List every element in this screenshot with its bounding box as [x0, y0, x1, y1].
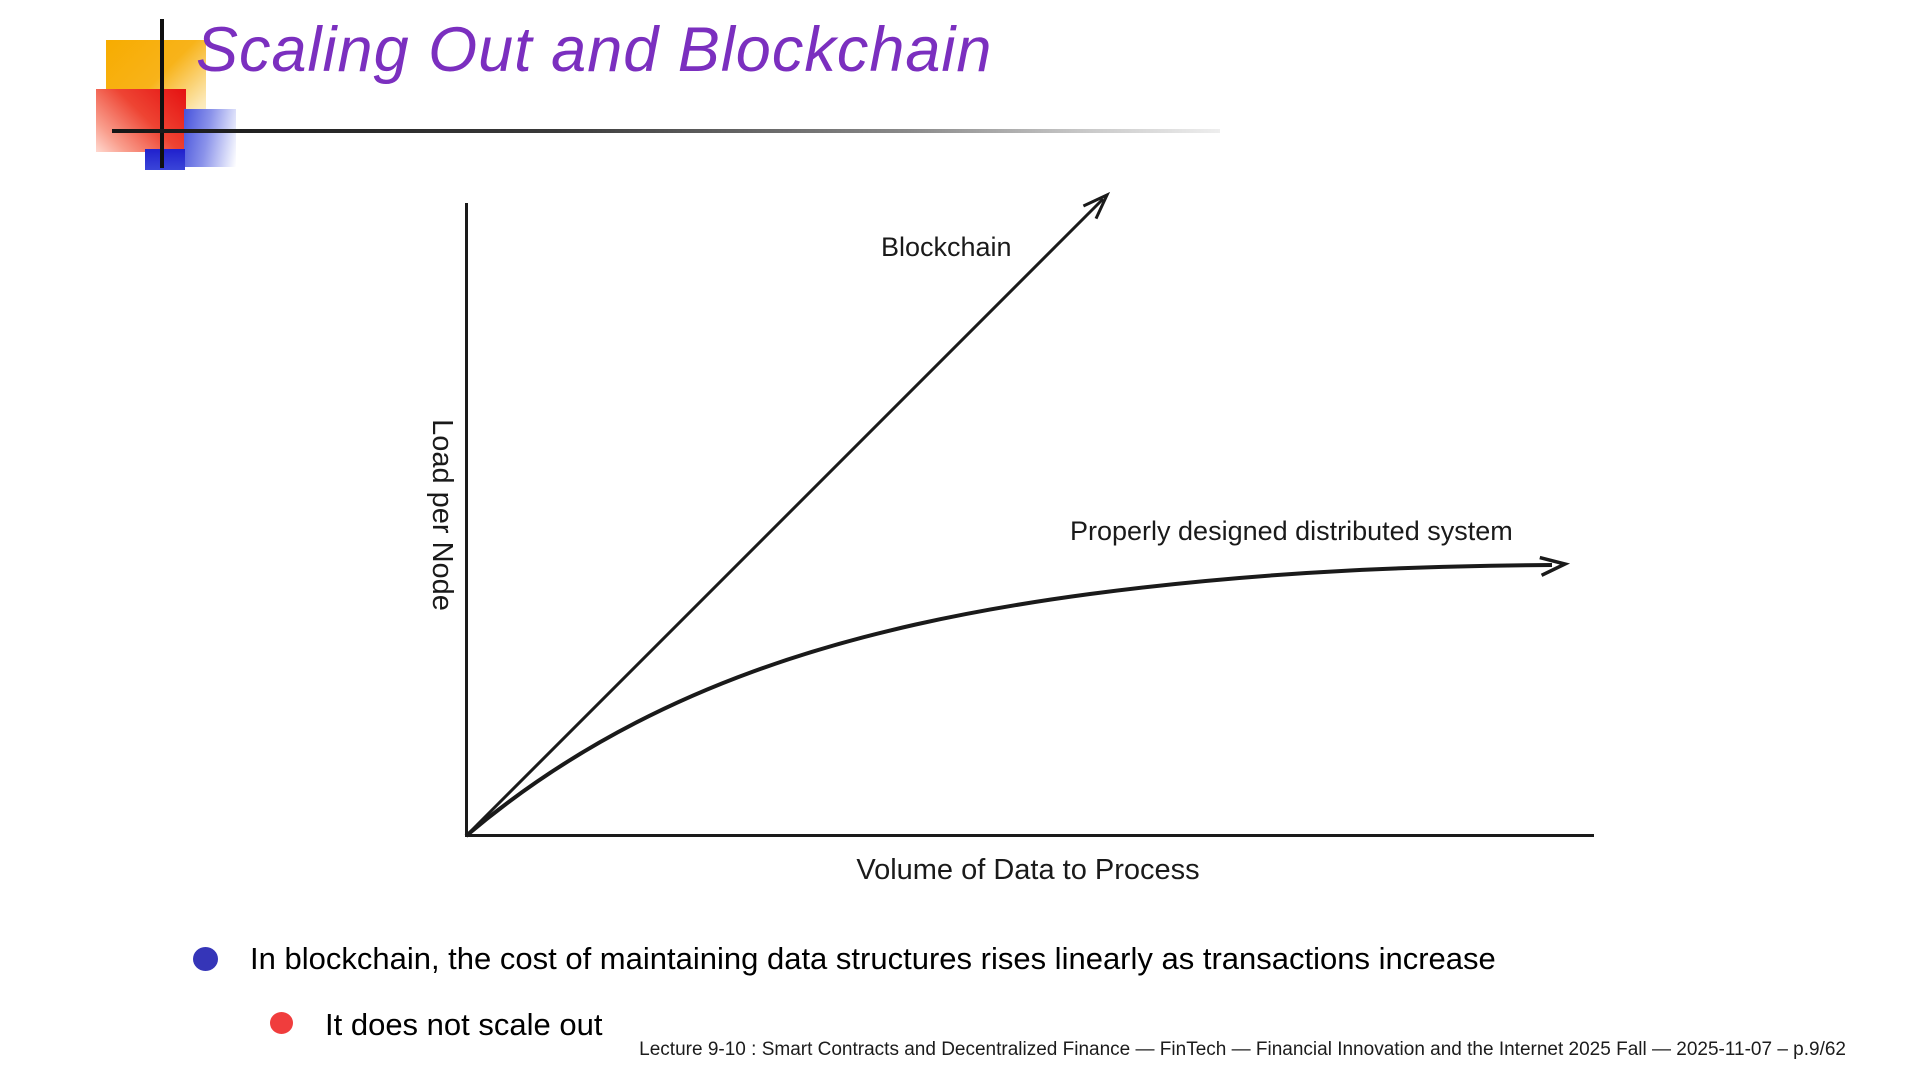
logo-blue-square — [145, 149, 185, 170]
bullet-text: In blockchain, the cost of maintaining d… — [250, 941, 1496, 976]
title-underline-rule — [112, 129, 1220, 133]
blockchain-line — [464, 197, 1105, 838]
x-axis-label: Volume of Data to Process — [856, 854, 1199, 886]
logo-vertical-line — [160, 19, 164, 168]
distributed-system-curve-label: Properly designed distributed system — [1070, 516, 1513, 546]
logo-red-square — [96, 89, 186, 152]
logo-blue-gradient-square — [184, 109, 236, 167]
bullet-dot-red — [270, 1012, 293, 1034]
blockchain-curve-label: Blockchain — [881, 232, 1012, 262]
y-axis-label: Load per Node — [426, 419, 458, 611]
distributed-system-curve-arrowhead — [1539, 555, 1571, 577]
bullet-item-2: It does not scale out — [270, 1006, 602, 1044]
distributed-system-curve — [464, 563, 1553, 838]
bullet-text: It does not scale out — [325, 1007, 603, 1042]
page-title: Scaling Out and Blockchain — [196, 15, 993, 85]
bullet-item-1: In blockchain, the cost of maintaining d… — [193, 940, 1496, 978]
blockchain-line-arrowhead — [1082, 191, 1111, 220]
bullet-dot-blue — [193, 947, 218, 971]
slide-footer: Lecture 9-10 : Smart Contracts and Decen… — [639, 1039, 1846, 1060]
